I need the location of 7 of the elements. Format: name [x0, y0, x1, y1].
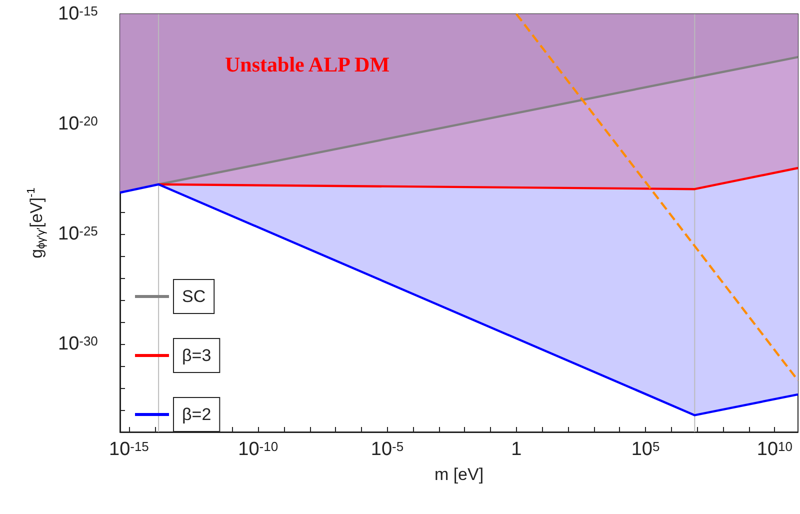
y-axis-title: gϕγ′γ′[eV]-1 [26, 188, 48, 258]
legend-label: β=3 [182, 346, 212, 365]
annotation: Unstable ALP DM [225, 52, 390, 76]
x-tick-label: 1 [511, 439, 522, 460]
legend-label: β=2 [182, 405, 212, 424]
x-axis-title: m [eV] [434, 465, 484, 484]
legend-label: SC [182, 287, 206, 306]
